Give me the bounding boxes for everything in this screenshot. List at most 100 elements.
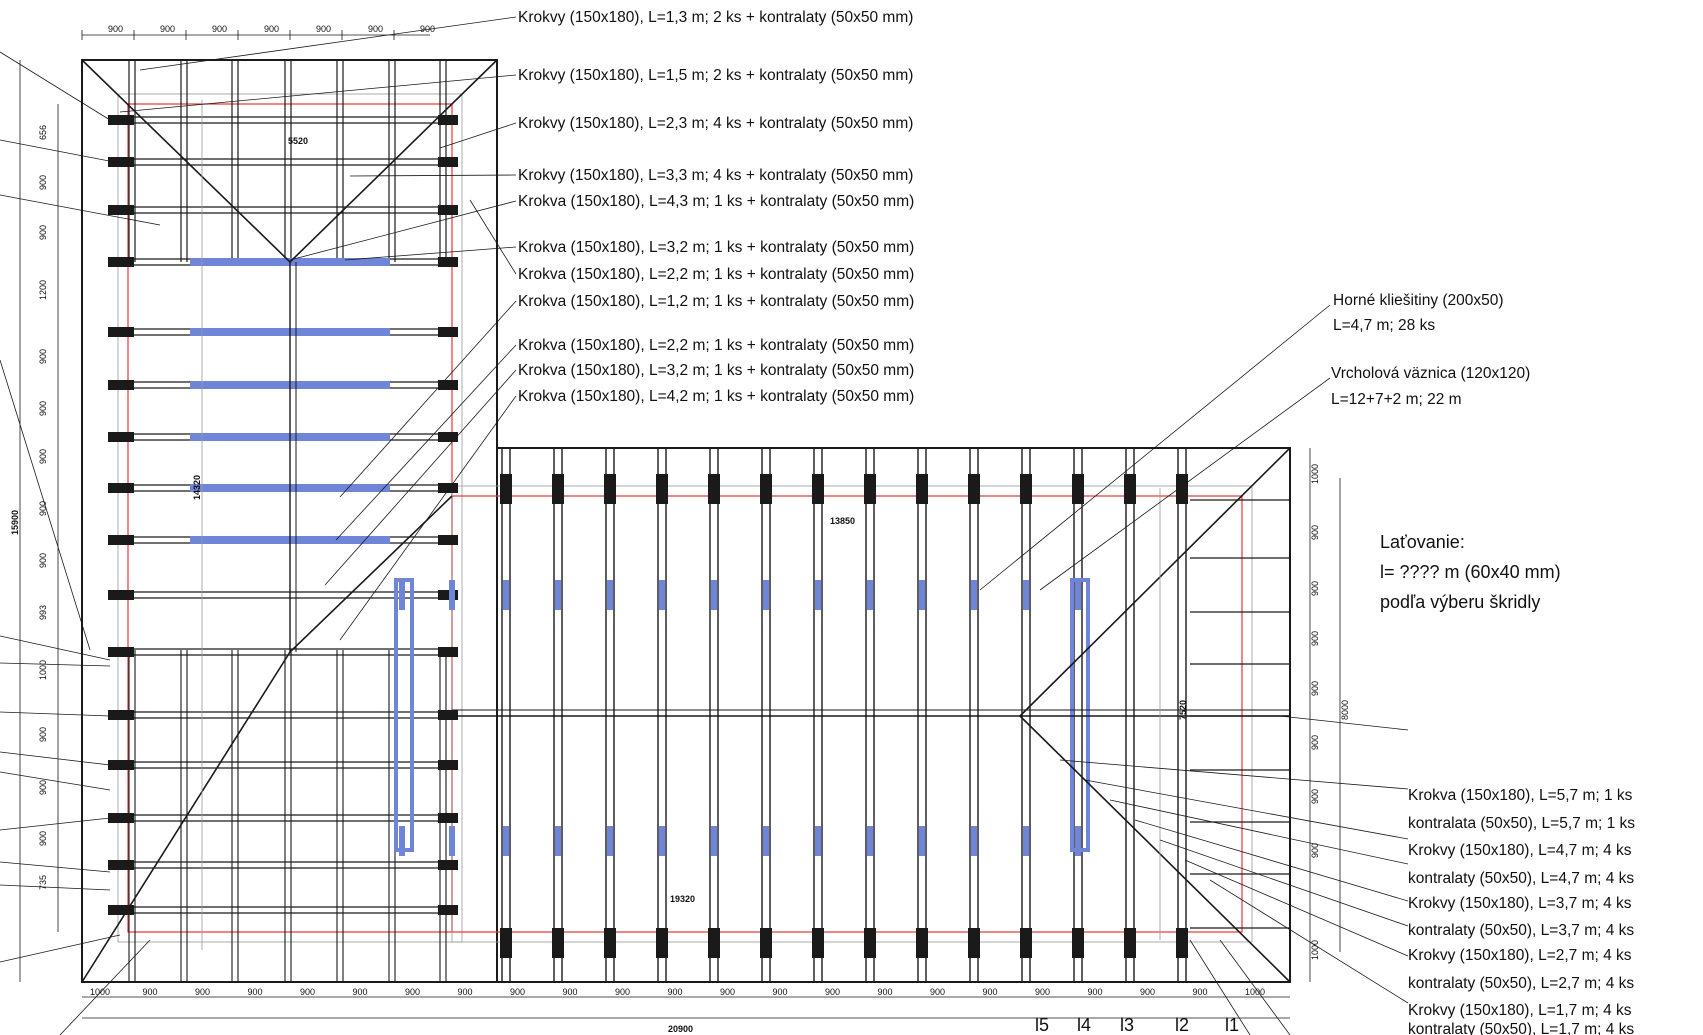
purlin-end (438, 535, 458, 545)
blue-tie (607, 826, 613, 856)
blue-tie (555, 826, 561, 856)
rafter-foot (968, 474, 980, 504)
vrcholova-line1: Vrcholová väznica (120x120) (1331, 365, 1530, 382)
rafter-foot (1020, 928, 1032, 958)
dim-label-bottom: 1000 (1245, 987, 1265, 997)
dim-label-left: 900 (38, 449, 48, 464)
purlin-end (108, 813, 134, 823)
purlin-end (108, 710, 134, 720)
dim-inner-right: 7520 (1178, 700, 1188, 720)
dim-label-bottom: 900 (930, 987, 945, 997)
purlin-end (108, 760, 134, 770)
rafter-foot (500, 928, 512, 958)
purlin-end (438, 483, 458, 493)
hip-diagonal (81, 59, 291, 263)
dim-label-left: 1200 (38, 280, 48, 300)
blue-tie (867, 580, 873, 610)
leader-line (339, 395, 517, 641)
leader-line (1279, 715, 1409, 731)
purlin-end (438, 905, 458, 915)
purlin-end (108, 535, 134, 545)
dim-label-left: 656 (38, 125, 48, 140)
label-right: Krokvy (150x180), L=1,7 m; 4 ks (1408, 1002, 1632, 1019)
dim-inner-bottom: 19320 (670, 894, 695, 904)
leader-line (979, 304, 1331, 591)
blue-tie (815, 580, 821, 610)
purlin-end (108, 257, 134, 267)
blue-tie (449, 580, 455, 610)
right-wing-outline (496, 447, 1291, 983)
dim-inner-mid: 13850 (830, 516, 855, 526)
dim-label-top: 900 (420, 24, 435, 34)
left-wing-inner (117, 93, 463, 943)
leader-line (335, 344, 517, 541)
rafter-foot (760, 474, 772, 504)
label-right: kontralaty (50x50), L=3,7 m; 4 ks (1408, 922, 1634, 939)
purlin-end (438, 432, 458, 442)
dim-left-total: 15900 (10, 510, 20, 535)
dim-label-bottom: 900 (458, 987, 473, 997)
hip-diagonal (1019, 447, 1291, 717)
dim-total-width: 20900 (668, 1024, 693, 1034)
leader-line (0, 751, 111, 766)
blue-tie (555, 580, 561, 610)
rafter-foot (1020, 474, 1032, 504)
purlin-end (108, 115, 134, 125)
blue-tie (1023, 826, 1029, 856)
rafter-foot (1176, 474, 1188, 504)
label-left: Krokva (150x180), L=3,2 m; 1 ks + kontra… (518, 239, 914, 256)
dim-inner-left: 14320 (192, 475, 202, 500)
label-left: Krokva (150x180), L=3,2 m; 1 ks + kontra… (518, 362, 914, 379)
leader-line (119, 74, 517, 113)
leader-line (0, 635, 111, 661)
label-left: Krokvy (150x180), L=1,5 m; 2 ks + kontra… (518, 67, 913, 84)
purlin-end (108, 647, 134, 657)
blue-tie (763, 580, 769, 610)
dim-label-right: 900 (1310, 581, 1320, 596)
section-marker: l3 (1120, 1015, 1134, 1035)
purlin-end (438, 590, 458, 600)
dim-label-bottom: 900 (405, 987, 420, 997)
rafter-foot (1124, 928, 1136, 958)
blue-tie (763, 826, 769, 856)
blue-tie (503, 580, 509, 610)
leader-line (0, 359, 91, 651)
dim-label-bottom: 900 (1035, 987, 1050, 997)
dim-label-bottom: 900 (1193, 987, 1208, 997)
label-left: Krokva (150x180), L=1,2 m; 1 ks + kontra… (518, 293, 914, 310)
dim-label-top: 900 (108, 24, 123, 34)
dim-label-right: 1000 (1310, 940, 1320, 960)
leader-line (339, 300, 517, 498)
dim-label-top: 900 (160, 24, 175, 34)
dim-label-left: 900 (38, 225, 48, 240)
dim-label-left: 900 (38, 553, 48, 568)
dim-label-left: 900 (38, 349, 48, 364)
dim-label-left: 900 (38, 780, 48, 795)
label-right: kontralaty (50x50), L=1,7 m; 4 ks (1408, 1021, 1634, 1035)
leader-line (0, 139, 131, 166)
dim-label-left: 900 (38, 501, 48, 516)
dim-label-bottom: 900 (353, 987, 368, 997)
purlin-end (108, 157, 134, 167)
section-marker: l4 (1077, 1015, 1091, 1035)
leader-line (0, 194, 161, 226)
rafter-foot (916, 474, 928, 504)
dim-label-bottom: 900 (1140, 987, 1155, 997)
dim-label-bottom: 900 (773, 987, 788, 997)
leader-line (1084, 779, 1409, 840)
section-marker: l1 (1225, 1015, 1239, 1035)
label-left: Krokva (150x180), L=4,3 m; 1 ks + kontra… (518, 193, 914, 210)
leader-line (1189, 939, 1251, 1035)
purlin-end (108, 327, 134, 337)
purlin-end (438, 710, 458, 720)
label-left: Krokvy (150x180), L=3,3 m; 4 ks + kontra… (518, 167, 913, 184)
dim-label-bottom: 900 (195, 987, 210, 997)
dim-label-right: 900 (1310, 843, 1320, 858)
blue-tie (1023, 580, 1029, 610)
horne-kliestiny-line1: Horné kliešitiny (200x50) (1333, 292, 1504, 309)
latovanie-line3: podľa výberu škridly (1380, 592, 1540, 612)
rafter-foot (968, 928, 980, 958)
purlin-end (438, 860, 458, 870)
label-right: kontralaty (50x50), L=2,7 m; 4 ks (1408, 975, 1634, 992)
